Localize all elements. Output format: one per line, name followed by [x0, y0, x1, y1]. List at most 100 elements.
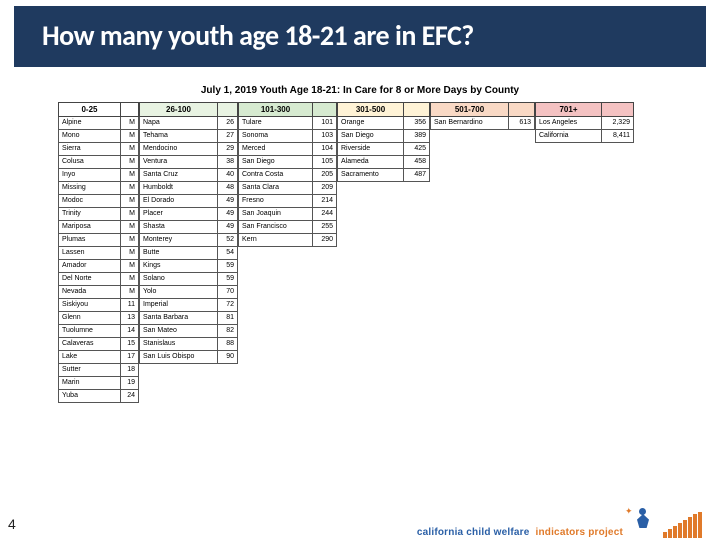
county-name: Amador: [59, 260, 121, 273]
table-row: Humboldt48: [140, 182, 238, 195]
county-name: Tulare: [239, 117, 313, 130]
county-name: Siskiyou: [59, 299, 121, 312]
table-row: PlumasM: [59, 234, 139, 247]
county-name: Kern: [239, 234, 313, 247]
bin-value-header: [313, 103, 337, 117]
county-name: California: [536, 130, 602, 143]
county-name: Contra Costa: [239, 169, 313, 182]
county-value: 244: [313, 208, 337, 221]
county-name: Santa Barbara: [140, 312, 218, 325]
county-value: 613: [509, 117, 535, 130]
county-value: 40: [218, 169, 238, 182]
county-name: Marin: [59, 377, 121, 390]
table-row: Solano59: [140, 273, 238, 286]
bin-value-header: [602, 103, 634, 117]
county-value: M: [121, 182, 139, 195]
logo-bars-icon: [663, 512, 702, 538]
table-row: MissingM: [59, 182, 139, 195]
table-row: Santa Cruz40: [140, 169, 238, 182]
bin-value-header: [121, 103, 139, 117]
table-row: LassenM: [59, 247, 139, 260]
county-name: Monterey: [140, 234, 218, 247]
county-value: 27: [218, 130, 238, 143]
county-name: Fresno: [239, 195, 313, 208]
footer-logo: california child welfare indicators proj…: [417, 508, 702, 538]
table-row: ColusaM: [59, 156, 139, 169]
county-name: Calaveras: [59, 338, 121, 351]
county-name: Santa Clara: [239, 182, 313, 195]
county-value: 13: [121, 312, 139, 325]
county-name: Yuba: [59, 390, 121, 403]
bin-value-header: [218, 103, 238, 117]
county-value: 18: [121, 364, 139, 377]
county-name: Tuolumne: [59, 325, 121, 338]
county-value: M: [121, 156, 139, 169]
county-value: 88: [218, 338, 238, 351]
table-row: Imperial72: [140, 299, 238, 312]
county-name: El Dorado: [140, 195, 218, 208]
table-row: Kings59: [140, 260, 238, 273]
county-value: 11: [121, 299, 139, 312]
county-value: 49: [218, 195, 238, 208]
county-name: Lake: [59, 351, 121, 364]
county-name: Alpine: [59, 117, 121, 130]
bin-range-header: 26-100: [140, 103, 218, 117]
county-value: 59: [218, 273, 238, 286]
page-number: 4: [8, 516, 16, 532]
county-value: 209: [313, 182, 337, 195]
table-row: El Dorado49: [140, 195, 238, 208]
county-value: M: [121, 195, 139, 208]
table-row: Siskiyou11: [59, 299, 139, 312]
county-name: Plumas: [59, 234, 121, 247]
county-name: San Francisco: [239, 221, 313, 234]
table-row: AlpineM: [59, 117, 139, 130]
title-banner: How many youth age 18-21 are in EFC?: [14, 6, 706, 67]
table-row: Santa Clara209: [239, 182, 337, 195]
county-value: 214: [313, 195, 337, 208]
county-value: 17: [121, 351, 139, 364]
bin: 0-25AlpineMMonoMSierraMColusaMInyoMMissi…: [58, 102, 139, 403]
county-name: Lassen: [59, 247, 121, 260]
county-name: Napa: [140, 117, 218, 130]
table-row: Alameda458: [338, 156, 430, 169]
table-row: San Joaquin244: [239, 208, 337, 221]
county-name: Colusa: [59, 156, 121, 169]
county-value: 205: [313, 169, 337, 182]
table-row: Yolo70: [140, 286, 238, 299]
table-row: Sonoma103: [239, 130, 337, 143]
table-row: Mendocino29: [140, 143, 238, 156]
county-name: Trinity: [59, 208, 121, 221]
county-value: 104: [313, 143, 337, 156]
county-name: Alameda: [338, 156, 404, 169]
county-value: 356: [404, 117, 430, 130]
county-name: Del Norte: [59, 273, 121, 286]
county-name: Mendocino: [140, 143, 218, 156]
county-value: M: [121, 221, 139, 234]
table-row: Lake17: [59, 351, 139, 364]
bin-value-header: [404, 103, 430, 117]
county-value: 425: [404, 143, 430, 156]
county-value: 48: [218, 182, 238, 195]
county-value: M: [121, 286, 139, 299]
bin-range-header: 501-700: [431, 103, 509, 117]
county-value: 389: [404, 130, 430, 143]
county-value: 19: [121, 377, 139, 390]
county-value: M: [121, 169, 139, 182]
county-value: 26: [218, 117, 238, 130]
county-value: M: [121, 234, 139, 247]
table-row: Riverside425: [338, 143, 430, 156]
bin: 26-100Napa26Tehama27Mendocino29Ventura38…: [139, 102, 238, 364]
county-name: Inyo: [59, 169, 121, 182]
table-row: Tehama27: [140, 130, 238, 143]
table-row: ModocM: [59, 195, 139, 208]
table-row: NevadaM: [59, 286, 139, 299]
county-name: San Mateo: [140, 325, 218, 338]
table-row: InyoM: [59, 169, 139, 182]
county-name: San Luis Obispo: [140, 351, 218, 364]
table-row: Monterey52: [140, 234, 238, 247]
county-name: Merced: [239, 143, 313, 156]
bin: 501-700San Bernardino613: [430, 102, 535, 130]
bin: 101-300Tulare101Sonoma103Merced104San Di…: [238, 102, 337, 247]
county-name: San Bernardino: [431, 117, 509, 130]
county-name: Sonoma: [239, 130, 313, 143]
